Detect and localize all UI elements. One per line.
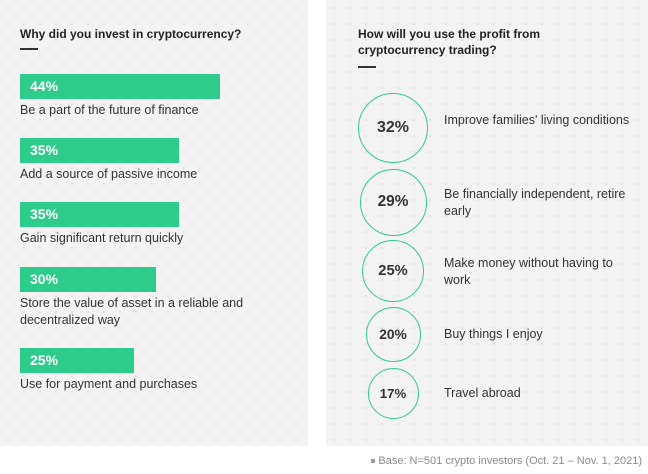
value-circle: 29%: [359, 168, 427, 236]
bar-category-label: Be a part of the future of finance: [20, 103, 199, 117]
circle-value-label: 29%: [377, 193, 409, 210]
right-chart-title: How will you use the profit from cryptoc…: [358, 27, 541, 57]
circle-value-label: 32%: [376, 119, 410, 136]
left-chart-title: Why did you invest in cryptocurrency?: [20, 27, 242, 41]
left-title-underline: [20, 48, 38, 50]
bar-category-label: Gain significant return quickly: [20, 231, 184, 245]
bar-value-label: 44%: [30, 78, 59, 94]
left-panel: Why did you invest in cryptocurrency? 44…: [0, 0, 308, 446]
bar: 25%: [20, 348, 134, 373]
value-circle: 32%: [358, 93, 428, 163]
bar-value-label: 25%: [30, 352, 59, 368]
circle-value-label: 17%: [379, 385, 407, 401]
bar: 30%: [20, 267, 156, 292]
bar-category-label: Use for payment and purchases: [20, 377, 198, 391]
footnote-square-icon: [371, 459, 376, 464]
bar-item: 35% Gain significant return quickly: [20, 202, 300, 247]
footnote: Base: N=501 crypto investors (Oct. 21 – …: [371, 455, 642, 467]
circle-category-label: Be financially independent, retire early: [444, 187, 626, 218]
circle-category-label: Make money without having to work: [444, 256, 613, 287]
bar-value-label: 35%: [30, 142, 59, 158]
right-title-underline: [358, 66, 376, 68]
value-circle: 25%: [362, 240, 424, 302]
value-circle: 17%: [367, 367, 419, 419]
value-circle: 20%: [365, 306, 421, 362]
bar: 44%: [20, 74, 220, 99]
footnote-text: Base: N=501 crypto investors (Oct. 21 – …: [378, 455, 642, 467]
bar-category-label: Store the value of asset in a reliable a…: [20, 296, 244, 327]
circle-value-label: 20%: [379, 326, 407, 342]
circle-value-label: 25%: [378, 263, 408, 279]
bar-item: 25% Use for payment and purchases: [20, 348, 300, 393]
bar-item: 44% Be a part of the future of finance: [20, 74, 300, 119]
circle-category-label: Travel abroad: [444, 386, 521, 400]
circle-category-label: Improve families' living conditions: [444, 113, 630, 127]
bar: 35%: [20, 202, 179, 227]
bar-item: 35% Add a source of passive income: [20, 138, 300, 183]
bar-category-label: Add a source of passive income: [20, 167, 198, 181]
bar: 35%: [20, 138, 179, 163]
bar-item: 30% Store the value of asset in a reliabl…: [20, 267, 300, 329]
right-panel: How will you use the profit from cryptoc…: [326, 0, 648, 446]
circle-category-label: Buy things I enjoy: [444, 327, 543, 341]
bar-value-label: 35%: [30, 206, 59, 222]
bar-value-label: 30%: [30, 271, 59, 287]
